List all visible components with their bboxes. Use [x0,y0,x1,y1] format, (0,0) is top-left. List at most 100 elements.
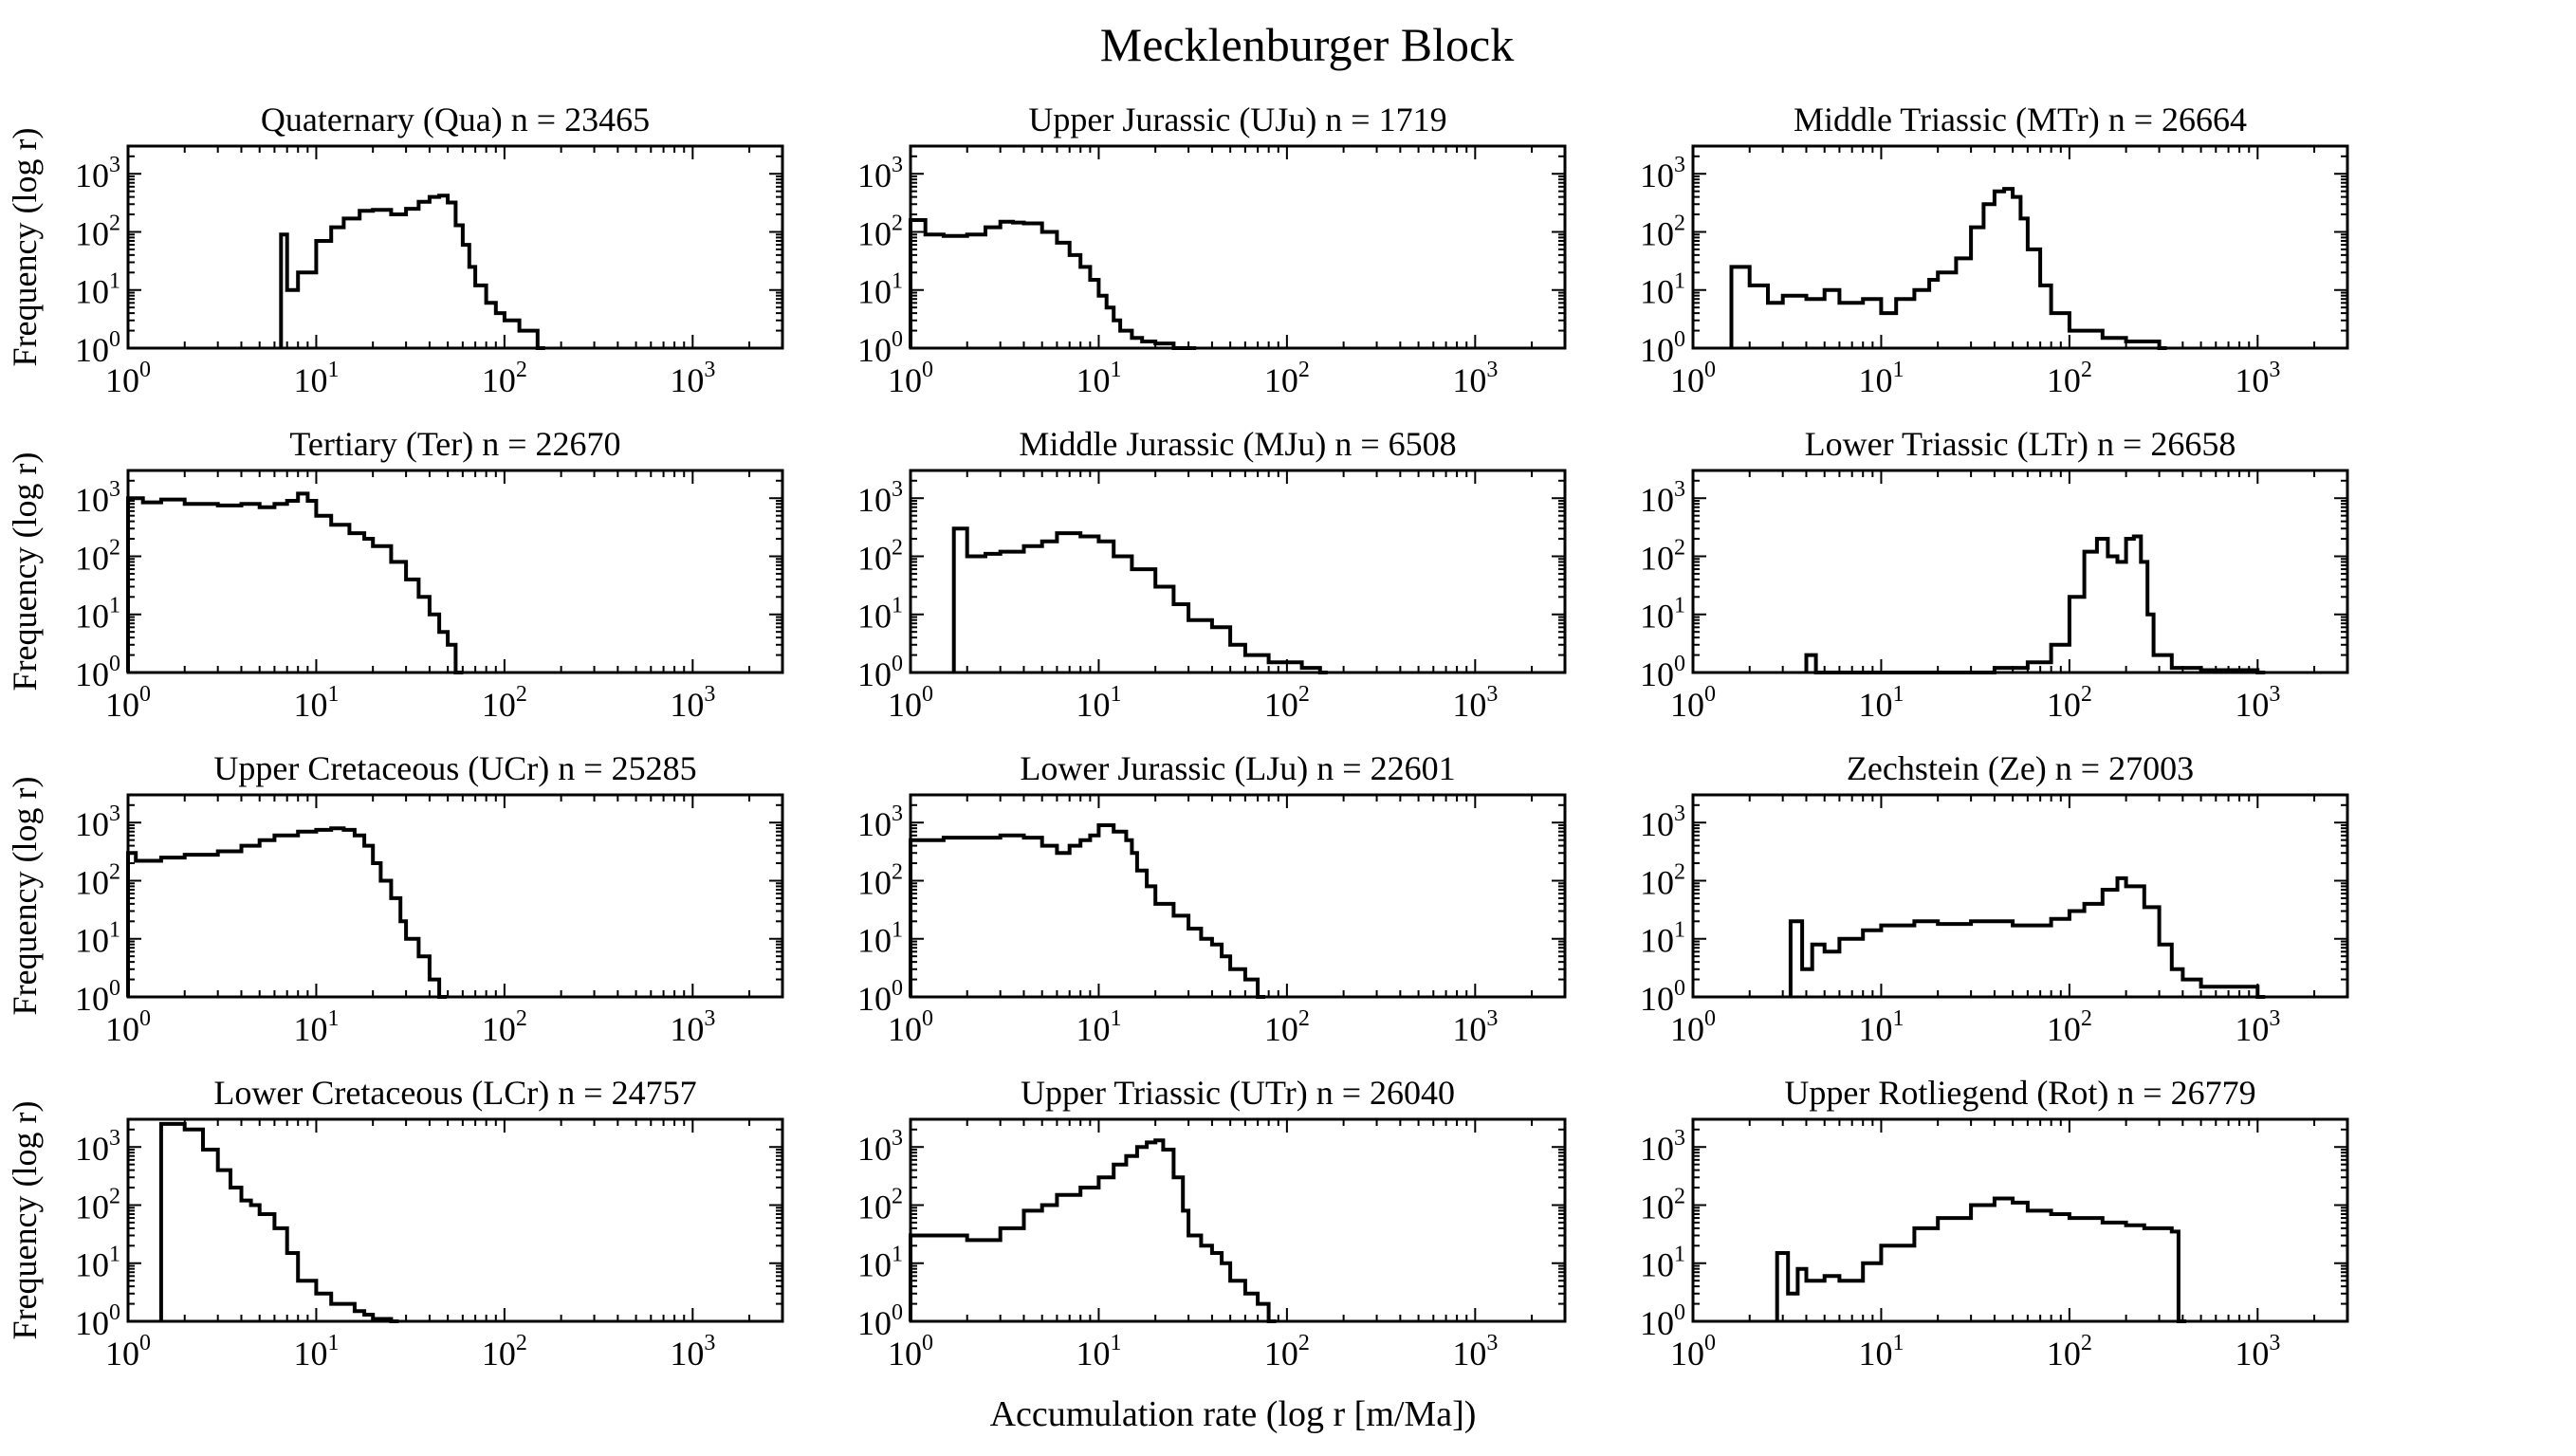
panel-title: Upper Triassic (UTr) n = 26040 [1021,1074,1455,1112]
panel-title: Upper Jurassic (UJu) n = 1719 [1028,101,1446,138]
x-tick-label: 102 [1264,1331,1310,1373]
y-tick-label: 101 [1640,269,1685,311]
panel: Quaternary (Qua) n = 23465 100 101 102 103 10… [6,101,784,399]
plot-frame [1691,793,2349,999]
x-tick-label: 101 [1076,358,1121,399]
y-tick-label: 103 [857,1126,903,1168]
panel-title: Tertiary (Ter) n = 22670 [289,425,620,463]
y-tick-label: 102 [1640,535,1685,577]
histogram-series [1788,875,2266,999]
y-tick-label: 102 [1640,1184,1685,1226]
plot-frame [909,1117,1567,1323]
histogram-series [158,1121,399,1323]
y-tick-label: 103 [75,153,120,194]
y-tick-label: 103 [75,802,120,843]
panel: Middle Jurassic (MJu) n = 6508 100 101 102 1… [857,425,1567,724]
x-tick-label: 100 [888,1331,933,1373]
x-tick-label: 101 [1858,358,1904,399]
x-tick-label: 102 [482,1331,527,1373]
x-tick-label: 101 [1076,1006,1121,1048]
x-tick-label: 103 [1452,1331,1498,1373]
y-tick-label: 100 [857,976,903,1018]
y-tick-label: 102 [1640,859,1685,901]
y-tick-label: 100 [857,327,903,369]
y-tick-label: 103 [857,153,903,194]
y-axis-label: Frequency (log r) [6,128,44,367]
x-tick-label: 100 [105,682,151,724]
x-tick-label: 103 [2235,682,2280,724]
y-tick-label: 100 [857,652,903,693]
x-tick-label: 101 [1858,682,1904,724]
y-tick-label: 101 [1640,594,1685,636]
panel-title: Lower Jurassic (LJu) n = 22601 [1020,749,1455,787]
plot-frame [1691,144,2349,350]
plot-frame [1691,469,2349,674]
x-tick-label: 102 [2047,358,2092,399]
y-tick-label: 101 [857,918,903,960]
y-tick-label: 103 [857,477,903,519]
histogram-series [279,194,545,350]
x-tick-label: 101 [293,358,339,399]
histogram-series [126,491,464,674]
histogram-series [1775,1196,2186,1323]
panel: Upper Jurassic (UJu) n = 1719 100 101 102 10… [857,101,1567,399]
x-tick-label: 103 [2235,1006,2280,1048]
x-tick-label: 103 [1452,1006,1498,1048]
panel-title: Middle Triassic (MTr) n = 26664 [1794,101,2247,138]
x-tick-label: 103 [670,1331,715,1373]
panel-grid: Quaternary (Qua) n = 23465 100 101 102 103 10… [6,101,2349,1373]
x-tick-label: 103 [2235,358,2280,399]
histogram-series [909,823,1266,999]
histogram-series [909,218,1197,350]
panel-title: Lower Cretaceous (LCr) n = 24757 [213,1074,696,1112]
y-tick-label: 102 [75,859,120,901]
y-tick-label: 103 [857,802,903,843]
x-tick-label: 100 [1670,682,1716,724]
panel-title: Quaternary (Qua) n = 23465 [261,101,650,138]
plot-frame [909,144,1567,350]
y-tick-label: 102 [857,211,903,252]
histogram-series [1729,187,2167,350]
y-axis-label: Frequency (log r) [6,777,44,1016]
plot-frame [909,793,1567,999]
x-tick-label: 102 [2047,1331,2092,1373]
plot-frame [126,793,784,999]
x-tick-label: 101 [1076,682,1121,724]
panel: Upper Triassic (UTr) n = 26040 100 101 102 1… [857,1074,1567,1373]
plot-frame [909,469,1567,674]
x-tick-label: 100 [1670,1006,1716,1048]
y-tick-label: 102 [1640,211,1685,252]
y-axis-label: Frequency (log r) [6,1101,44,1340]
y-tick-label: 101 [75,918,120,960]
x-tick-label: 103 [2235,1331,2280,1373]
y-tick-label: 103 [75,1126,120,1168]
y-tick-label: 103 [75,477,120,519]
x-tick-label: 100 [105,1331,151,1373]
y-tick-label: 102 [857,1184,903,1226]
y-tick-label: 102 [75,1184,120,1226]
y-axis-label: Frequency (log r) [6,452,44,691]
y-tick-label: 103 [1640,1126,1685,1168]
plot-frame [126,469,784,674]
y-tick-label: 100 [857,1300,903,1342]
panel-title: Lower Triassic (LTr) n = 26658 [1805,425,2236,463]
x-tick-label: 103 [670,682,715,724]
x-tick-label: 103 [1452,682,1498,724]
histogram-series [951,526,1328,674]
y-tick-label: 101 [75,1243,120,1284]
x-tick-label: 100 [1670,1331,1716,1373]
x-tick-label: 102 [2047,1006,2092,1048]
x-tick-label: 100 [105,1006,151,1048]
y-tick-label: 101 [857,269,903,311]
x-tick-label: 100 [888,358,933,399]
panel: Lower Triassic (LTr) n = 26658 100 101 102 1… [1640,425,2349,724]
panel: Lower Jurassic (LJu) n = 22601 100 101 102 1… [857,749,1567,1048]
panel: Upper Rotliegend (Rot) n = 26779 100 101 10… [1640,1074,2349,1373]
plot-frame [126,1117,784,1323]
x-tick-label: 101 [1076,1331,1121,1373]
x-tick-label: 101 [1858,1331,1904,1373]
x-tick-label: 100 [888,682,933,724]
panel-title: Middle Jurassic (MJu) n = 6508 [1019,425,1456,463]
